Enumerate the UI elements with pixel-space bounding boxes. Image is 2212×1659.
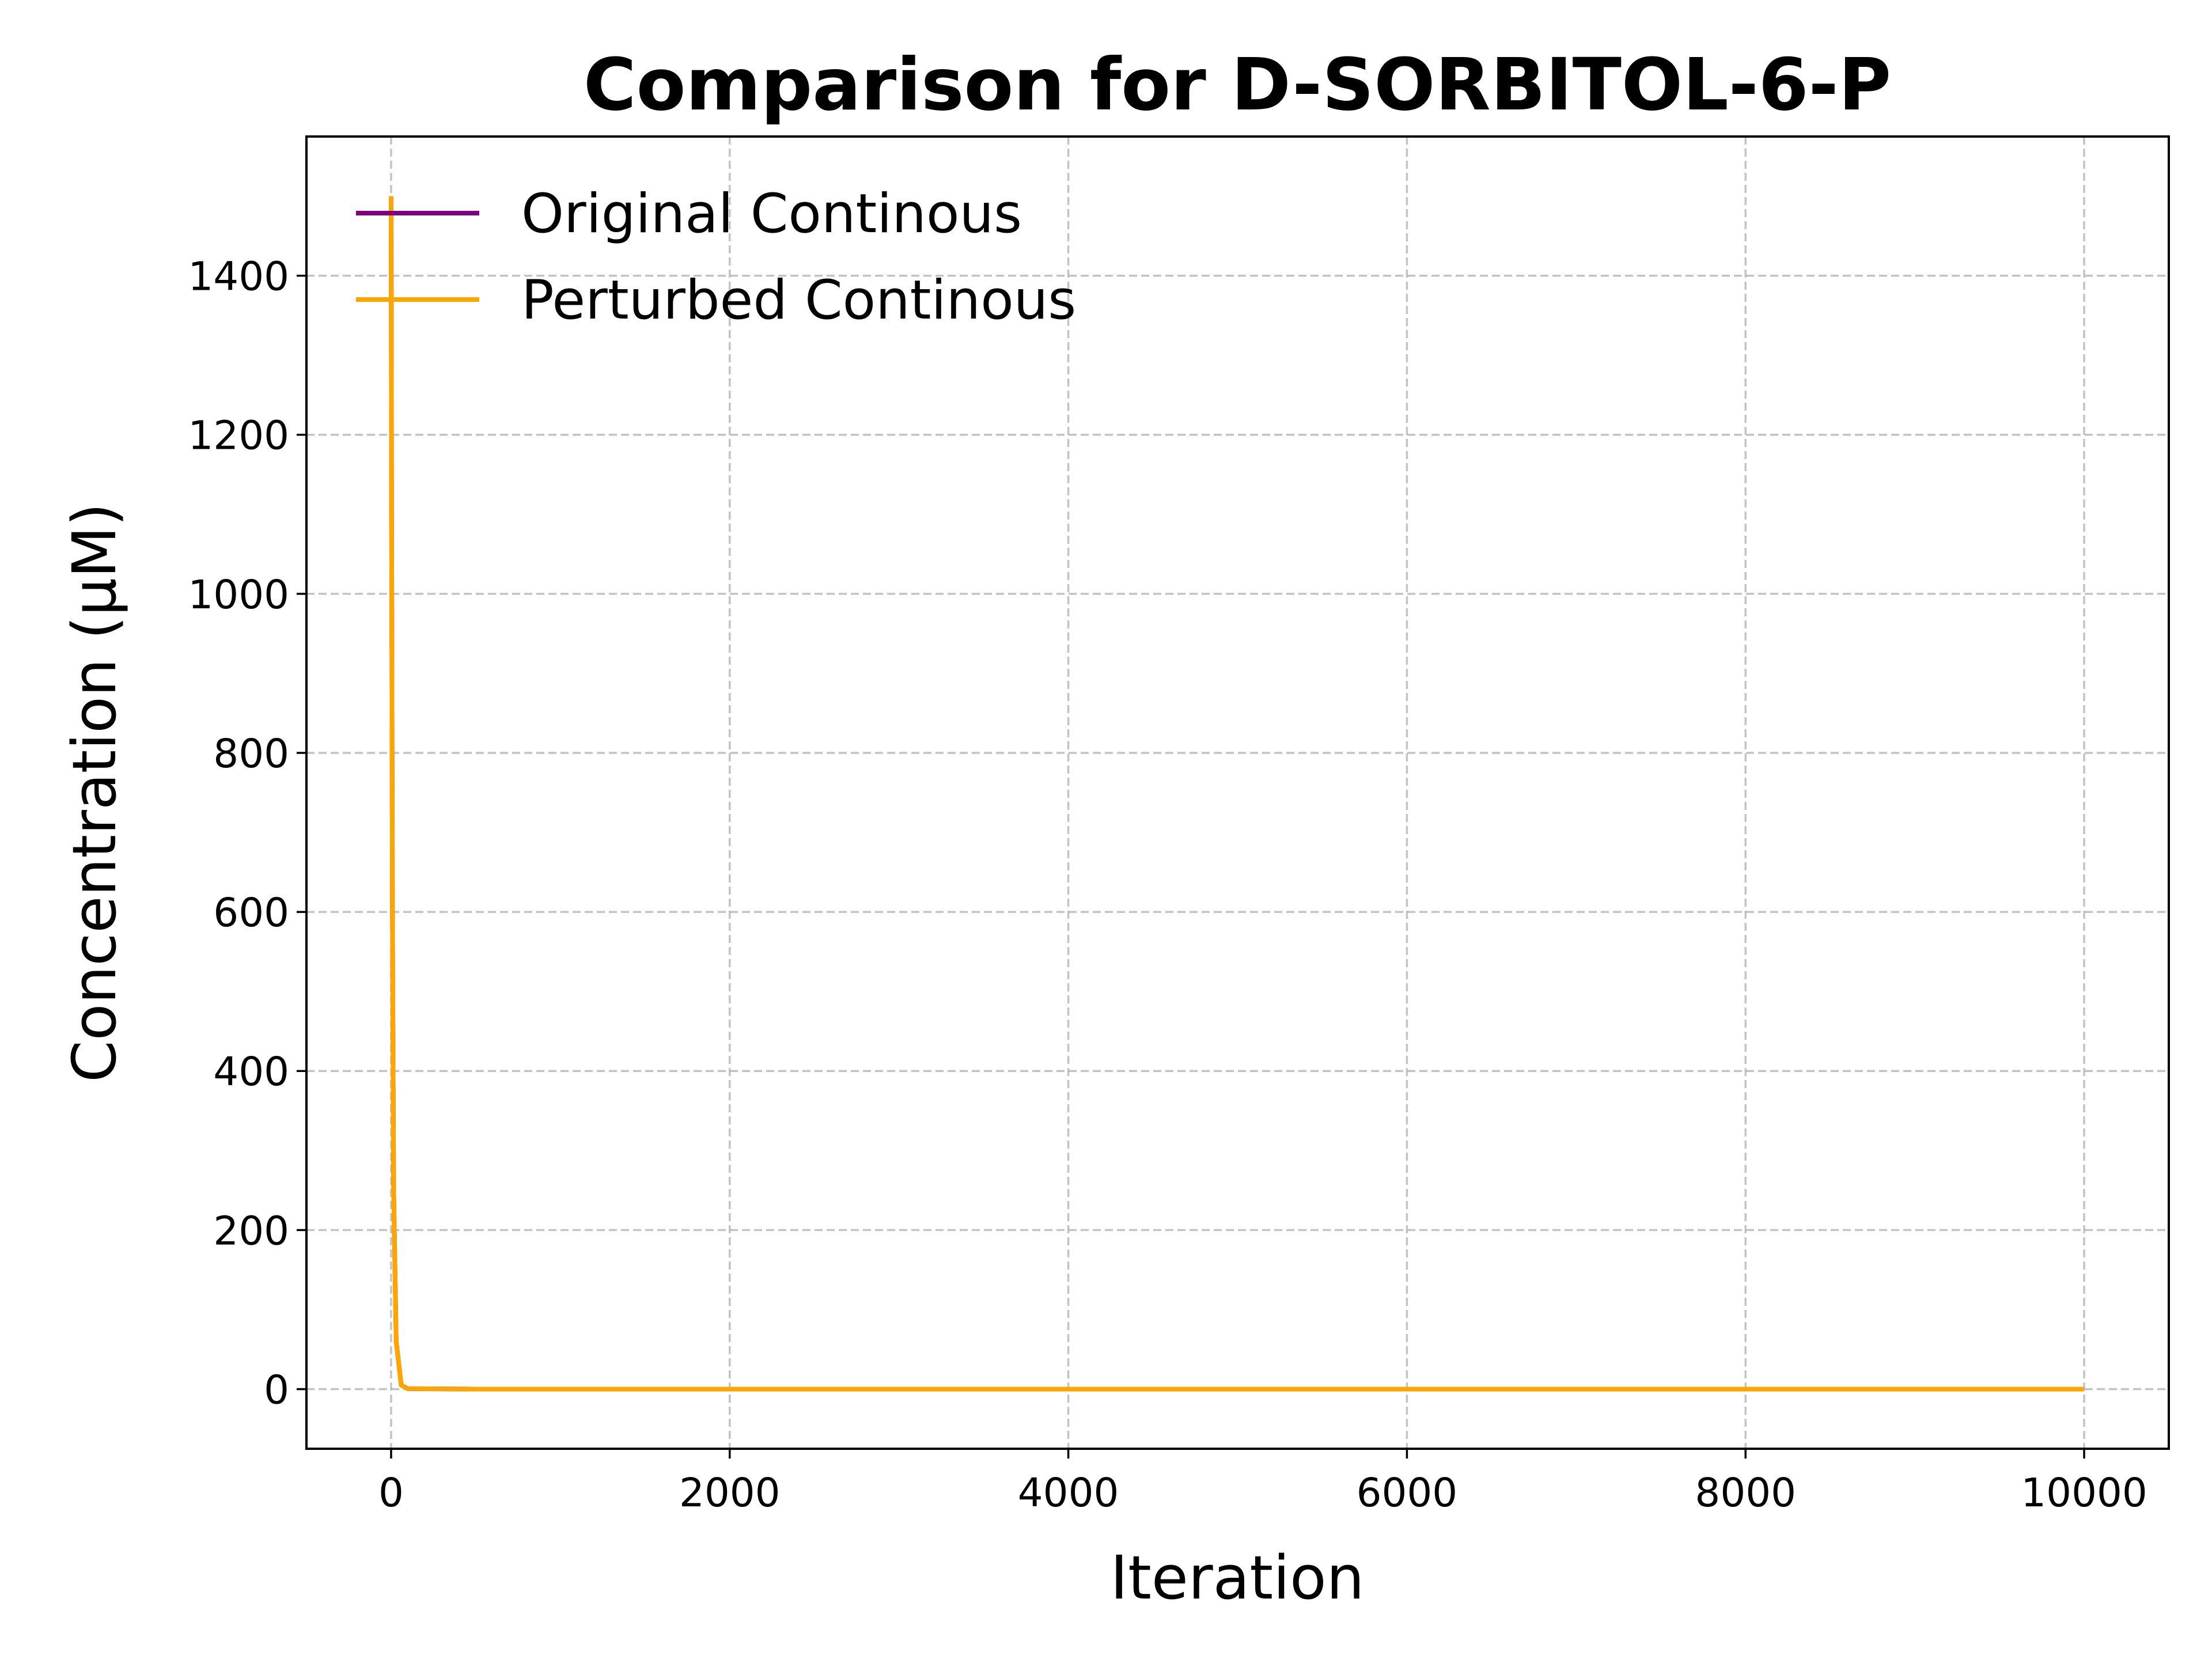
y-axis-ticks: 0 200 400 600 800 1000 1200 1400: [188, 254, 306, 1413]
x-tick-label: 10000: [2021, 1470, 2147, 1516]
y-tick-label: 1200: [188, 413, 289, 459]
x-axis-title: Iteration: [1110, 1543, 1364, 1613]
chart-title: Comparison for D-SORBITOL-6-P: [584, 43, 1891, 127]
y-tick-label: 0: [264, 1367, 289, 1413]
y-tick-label: 200: [213, 1208, 289, 1254]
grid: [306, 137, 2169, 1449]
x-tick-label: 4000: [1018, 1470, 1119, 1516]
y-tick-label: 600: [213, 890, 289, 936]
y-tick-label: 800: [213, 731, 289, 777]
x-axis-ticks: 0 2000 4000 6000 8000 10000: [378, 1449, 2147, 1516]
x-tick-label: 0: [378, 1470, 404, 1516]
legend-label: Original Continous: [521, 183, 1022, 245]
y-tick-label: 1400: [188, 254, 289, 300]
y-axis-title: Concentration (μM): [59, 503, 130, 1082]
legend: Original Continous Perturbed Continous: [356, 183, 1076, 332]
y-tick-label: 1000: [188, 572, 289, 618]
legend-label: Perturbed Continous: [521, 269, 1076, 332]
x-tick-label: 6000: [1357, 1470, 1458, 1516]
x-tick-label: 8000: [1695, 1470, 1796, 1516]
plot-frame: [305, 135, 2170, 1450]
x-tick-label: 2000: [679, 1470, 781, 1516]
series-lines: [389, 196, 2084, 1392]
series-line-1: [389, 196, 2084, 1392]
series-line-0: [389, 196, 2084, 1392]
y-tick-label: 400: [213, 1049, 289, 1095]
